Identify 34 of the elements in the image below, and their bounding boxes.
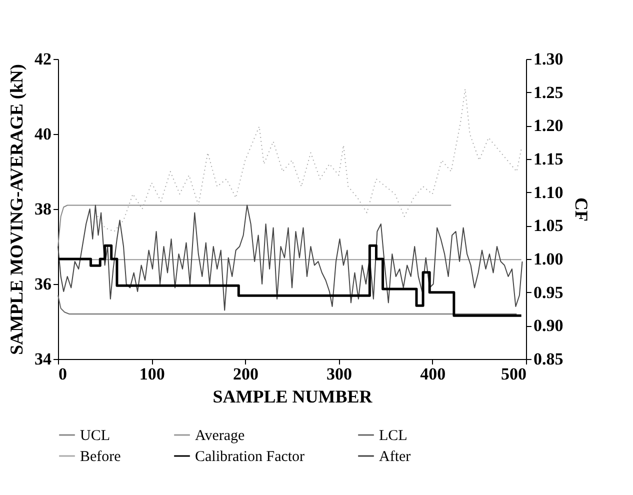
y2-tick-label: 1.30 [534,50,564,68]
y2-tick-label: 0.90 [534,316,564,336]
x-tick-label: 100 [139,364,165,384]
x-tick-label: 300 [326,364,352,384]
y2-tick-label: 0.85 [534,350,564,368]
legend-label: After [379,449,411,465]
line-series [58,204,452,247]
y2-tick-label: 1.05 [534,216,564,236]
x-tick-label: 400 [420,364,446,384]
legend-label: Calibration Factor [195,449,305,465]
y2-tick-label: 0.95 [534,282,564,302]
y2-tick-label: 1.20 [534,116,564,136]
x-tick-label: 500 [501,364,526,384]
legend-label: UCL [80,428,110,444]
y2-axis-title: CF [571,198,592,222]
x-axis-title: SAMPLE NUMBER [212,386,374,406]
y-axis-title: SAMPLE MOVING-AVERAGE (kN) [6,64,26,355]
y-tick-label: 42 [34,50,52,68]
x-tick-label: 0 [58,364,67,384]
y-tick-label: 38 [34,200,52,218]
legend-label: LCL [379,428,408,444]
y-tick-label: 36 [34,274,52,294]
x-tick-label: 200 [232,364,258,384]
line-series [58,294,518,314]
y-tick-label: 34 [34,350,52,368]
line-series [58,204,523,311]
y2-tick-label: 1.25 [534,82,564,102]
legend-label: Before [80,449,122,465]
line-series [94,88,522,232]
y2-tick-label: 1.00 [534,250,564,268]
y2-tick-label: 1.15 [534,150,564,168]
y2-tick-label: 1.10 [534,182,564,202]
y-tick-label: 40 [34,124,52,144]
legend-label: Average [195,428,246,444]
